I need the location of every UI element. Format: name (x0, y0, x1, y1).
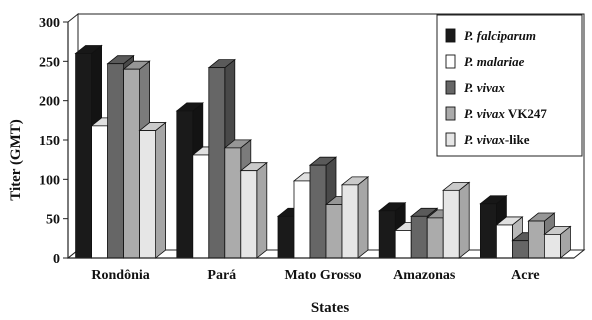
legend-label: P. malariae (464, 54, 525, 69)
legend-swatch (445, 132, 456, 147)
legend-item: P. malariae (445, 54, 525, 69)
y-tick-label: 100 (39, 173, 60, 188)
bars (74, 44, 572, 259)
legend-swatch (445, 80, 456, 95)
y-tick-label: 300 (39, 16, 60, 31)
y-axis: 0 50 100 150 200 250 300 (39, 16, 574, 267)
y-tick-label: 200 (39, 95, 60, 110)
legend-label: P. vivax VK247 (464, 106, 547, 121)
bar (239, 161, 268, 259)
bar-group (378, 181, 471, 259)
x-tick-label: Acre (511, 268, 540, 283)
y-tick-label: 0 (53, 252, 60, 267)
legend-swatch (445, 28, 456, 43)
legend-item: P. vivax (445, 80, 505, 95)
legend-item: P. vivax VK247 (445, 106, 547, 121)
x-axis: Rondônia Pará Mato Grosso Amazonas Acre (91, 268, 539, 283)
y-tick-label: 50 (46, 213, 60, 228)
legend-swatch (445, 106, 456, 121)
y-tick-label: 150 (39, 134, 60, 149)
x-tick-label: Pará (207, 268, 236, 283)
bar-group (175, 58, 268, 259)
bar-group (74, 44, 167, 259)
legend-label: P. falciparum (464, 28, 536, 43)
x-tick-label: Mato Grosso (284, 268, 361, 283)
x-tick-label: Amazonas (393, 268, 456, 283)
legend: P. falciparum P. malariae P. vivax P. vivax… (436, 14, 583, 157)
x-tick-label: Rondônia (91, 268, 149, 283)
legend-box (436, 14, 583, 157)
y-tick-label: 250 (39, 55, 60, 70)
bar (442, 181, 471, 259)
legend-label: P. vivax (464, 80, 505, 95)
legend-label: P. vivax-like (464, 132, 530, 147)
bar (138, 121, 167, 259)
legend-swatch (445, 54, 456, 69)
legend-item: P. vivax-like (445, 132, 530, 147)
bar (543, 225, 572, 259)
x-axis-title: States (311, 300, 349, 316)
legend-item: P. falciparum (445, 28, 536, 43)
bar-group (479, 194, 572, 259)
bar (340, 176, 370, 259)
y-axis-title: Titer (GMT) (8, 119, 24, 201)
bar-group (276, 156, 370, 259)
